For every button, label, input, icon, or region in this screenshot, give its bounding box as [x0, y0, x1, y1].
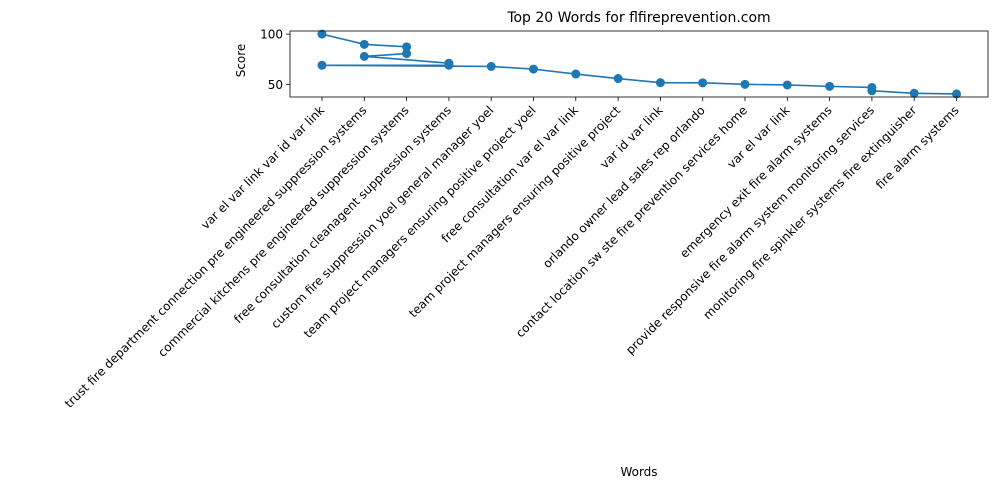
data-point [571, 69, 581, 79]
y-tick-label: 100 [260, 28, 283, 42]
plot-area-border [289, 30, 989, 98]
data-point [740, 79, 750, 89]
data-point [782, 80, 792, 90]
y-axis-ticks: 50 100 [260, 28, 290, 92]
data-point [613, 74, 623, 84]
data-point [909, 88, 919, 98]
data-point [359, 51, 369, 61]
y-tick-label: 50 [268, 78, 283, 92]
chart-title: Top 20 Words for flfireprevention.com [506, 10, 770, 26]
plot-layer [317, 29, 961, 99]
axes-frame [289, 30, 989, 98]
data-point [317, 60, 327, 70]
y-axis-label: Score [234, 44, 248, 78]
data-point [698, 78, 708, 88]
data-point [952, 89, 961, 99]
data-point [655, 78, 665, 88]
data-point [529, 64, 538, 74]
data-point [359, 39, 369, 49]
x-axis-label: Words [620, 465, 657, 479]
data-point [486, 61, 496, 71]
data-point [867, 86, 877, 96]
data-point [402, 49, 412, 59]
data-point [317, 29, 327, 39]
data-point [444, 60, 454, 70]
data-point [402, 42, 412, 52]
data-point [825, 81, 835, 91]
